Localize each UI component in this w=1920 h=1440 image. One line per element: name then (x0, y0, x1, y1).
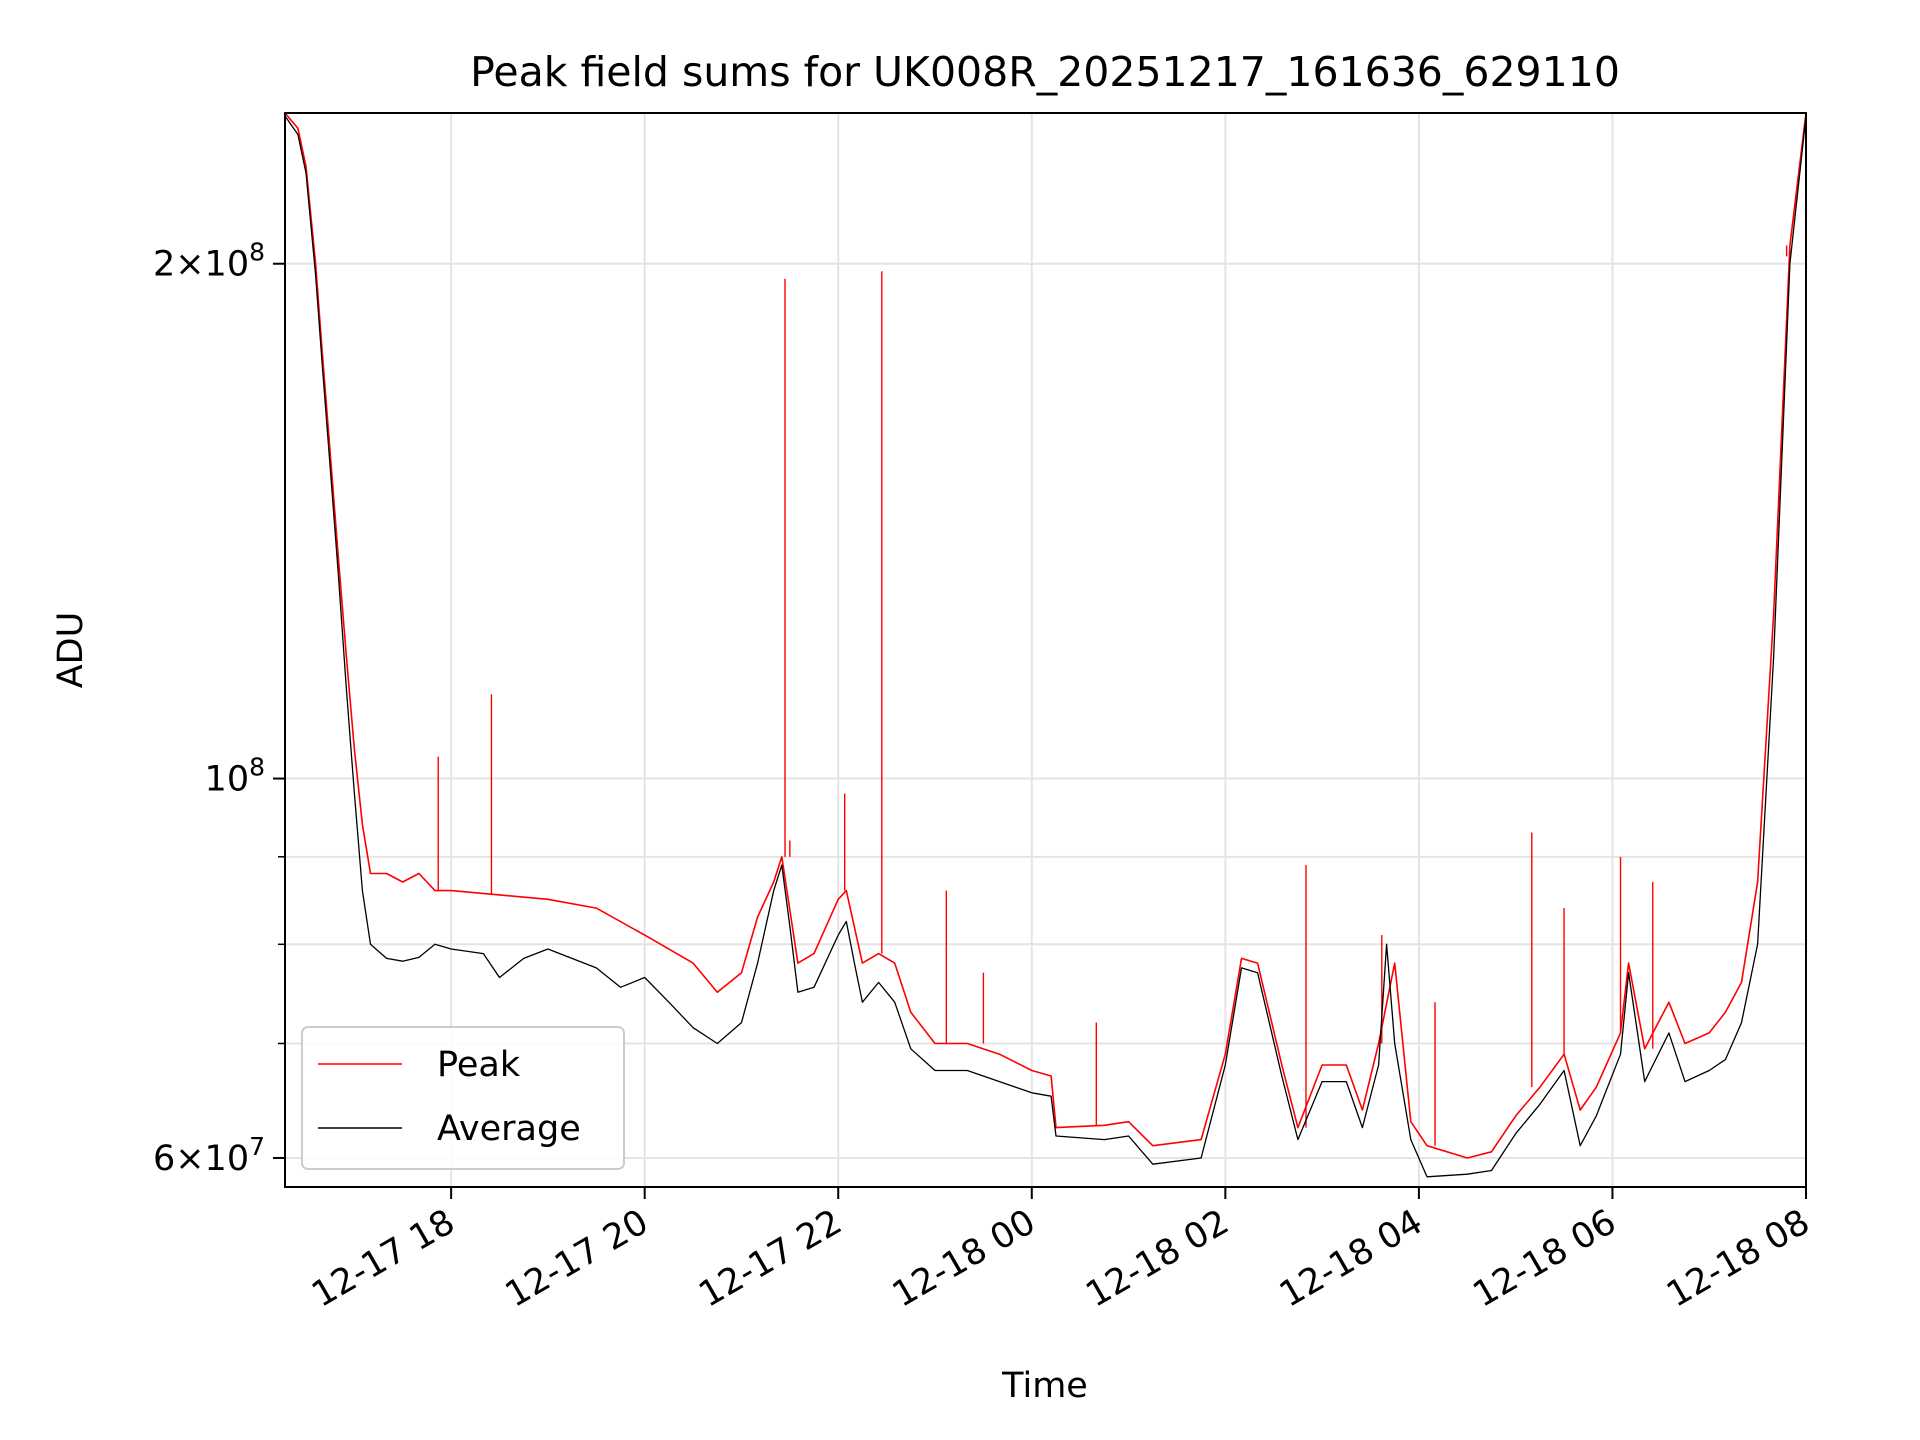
x-tick-label-3: 12-18 00 (886, 1202, 1042, 1315)
y-tick-label-2: 2×108 (153, 238, 265, 285)
x-tick-label-1: 12-17 20 (499, 1202, 655, 1315)
y-axis-label: ADU (51, 612, 91, 689)
chart-title: Peak field sums for UK008R_20251217_1616… (470, 48, 1620, 96)
legend-box (301, 1026, 625, 1170)
grid-lines (285, 113, 1807, 1187)
x-tick-label-7: 12-18 08 (1660, 1202, 1816, 1315)
x-axis-label: Time (1001, 1366, 1088, 1406)
x-tick-label-0: 12-17 18 (305, 1202, 461, 1315)
legend-label-average: Average (437, 1109, 581, 1149)
x-tick-label-6: 12-18 06 (1467, 1202, 1623, 1315)
y-axis-ticks: 108 6×107 2×108 (153, 238, 285, 1179)
x-tick-label-2: 12-17 22 (692, 1202, 848, 1315)
x-axis-ticks: 12-17 18 12-17 20 12-17 22 12-18 00 12-18 02… (305, 1187, 1817, 1315)
series-line-average (285, 115, 1806, 1178)
plot-area-frame (284, 112, 1807, 1188)
legend: Peak Average (301, 1026, 625, 1170)
x-tick-label-5: 12-18 04 (1273, 1202, 1429, 1315)
series-layer (285, 113, 1806, 1178)
y-tick-label-1: 6×107 (153, 1132, 265, 1179)
x-tick-label-4: 12-18 02 (1080, 1202, 1236, 1315)
y-tick-label-0: 108 (205, 753, 265, 800)
series-line-peak (285, 113, 1806, 1159)
legend-label-peak: Peak (437, 1045, 521, 1085)
